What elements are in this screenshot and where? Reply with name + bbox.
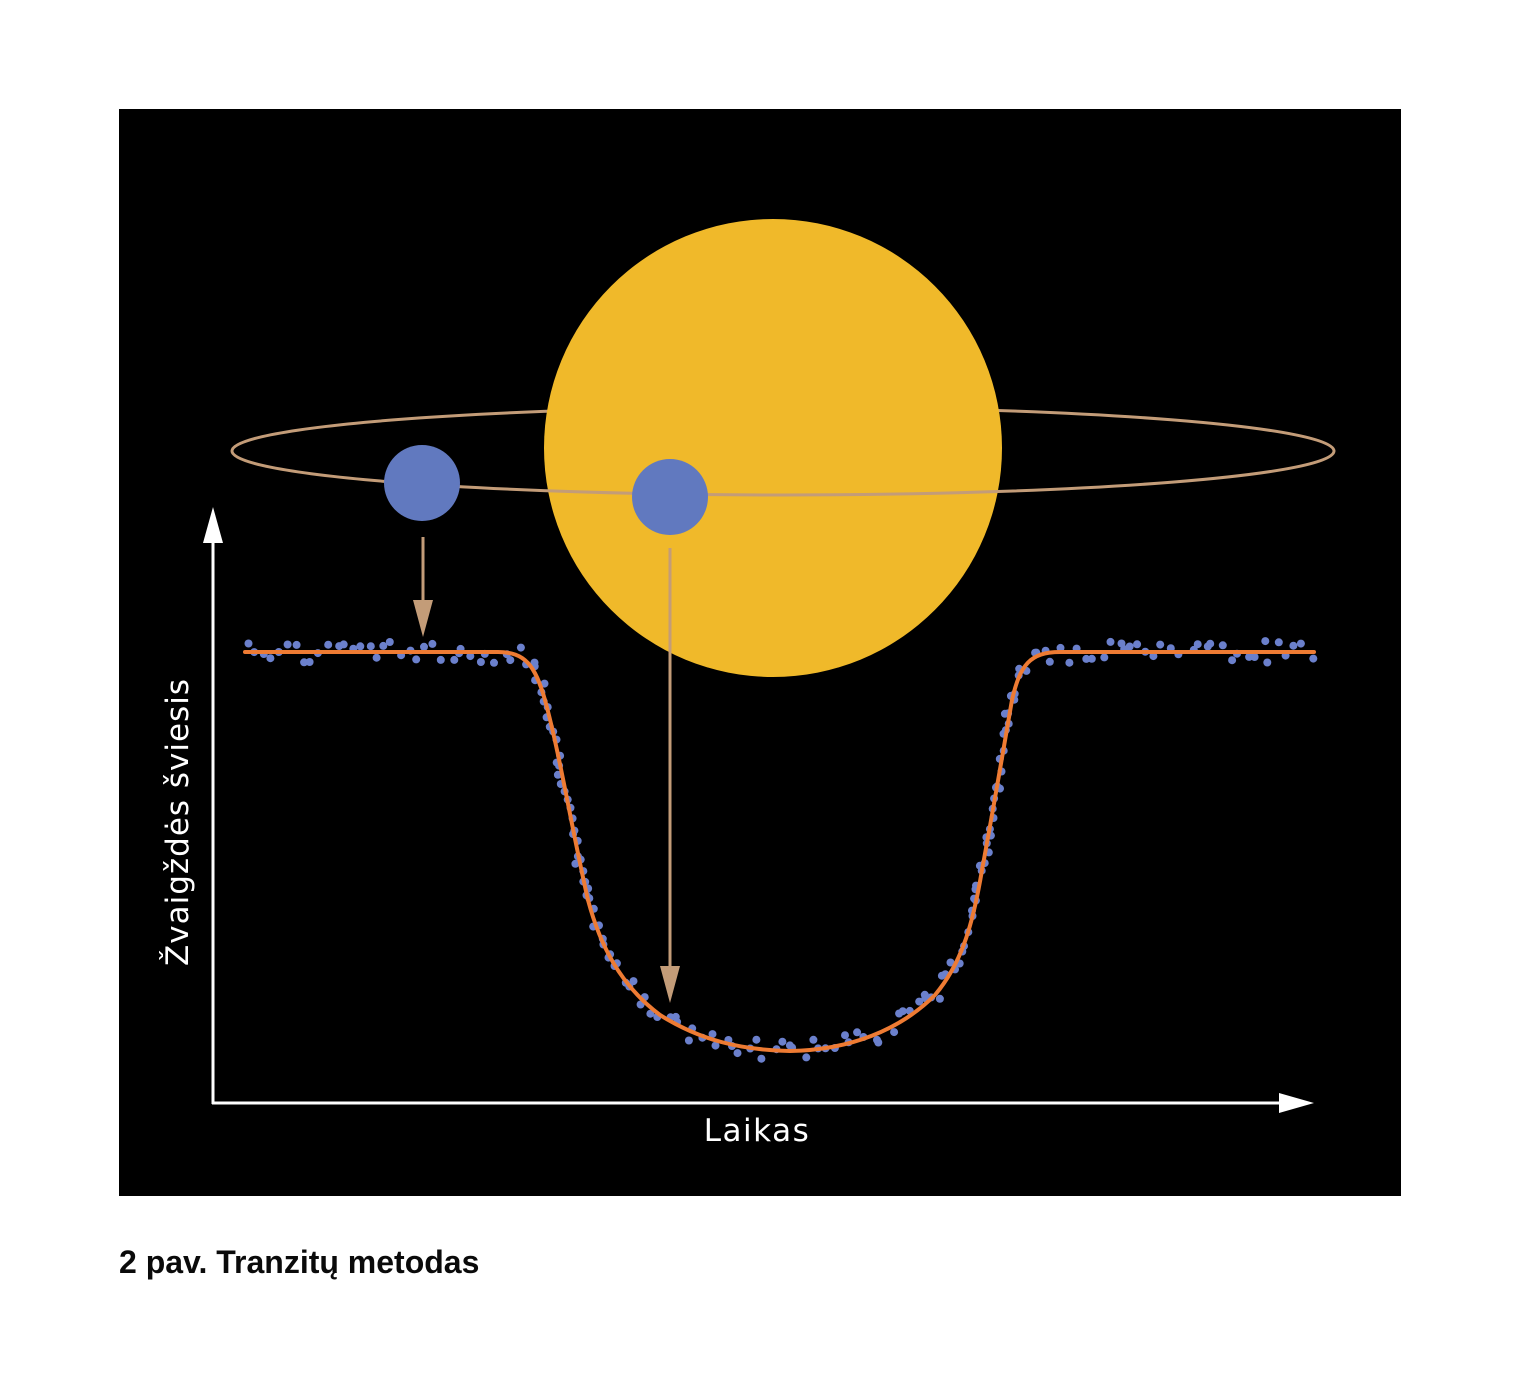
data-point bbox=[684, 1036, 693, 1045]
data-point bbox=[1045, 657, 1054, 666]
data-point bbox=[1100, 653, 1109, 662]
data-point bbox=[1065, 658, 1074, 667]
data-point bbox=[1274, 638, 1283, 647]
y-axis-label: Žvaigždės šviesis bbox=[160, 678, 196, 966]
data-point bbox=[516, 643, 525, 652]
data-point bbox=[305, 658, 314, 666]
data-point bbox=[935, 994, 944, 1003]
data-point bbox=[266, 654, 275, 663]
data-point bbox=[366, 642, 375, 651]
data-point bbox=[757, 1054, 766, 1063]
data-point bbox=[420, 642, 428, 651]
y-axis bbox=[203, 507, 223, 1104]
data-point bbox=[802, 1053, 811, 1062]
star bbox=[544, 219, 1002, 677]
arrow-minimum-icon bbox=[660, 548, 680, 1003]
orbit-front bbox=[230, 451, 1336, 497]
data-point bbox=[1149, 652, 1158, 661]
data-point bbox=[339, 640, 348, 649]
observation-points bbox=[244, 637, 1318, 1063]
data-point bbox=[436, 655, 445, 664]
data-point bbox=[1125, 642, 1134, 651]
data-point bbox=[1056, 643, 1065, 652]
x-axis bbox=[212, 1093, 1314, 1113]
data-point bbox=[379, 641, 388, 650]
data-point bbox=[466, 652, 475, 661]
data-point bbox=[385, 638, 394, 646]
data-point bbox=[540, 679, 549, 688]
data-point bbox=[356, 642, 365, 651]
data-point bbox=[778, 1037, 787, 1046]
data-point bbox=[711, 1041, 720, 1050]
data-point bbox=[752, 1035, 761, 1044]
data-point bbox=[1206, 639, 1215, 648]
data-point bbox=[646, 1009, 655, 1018]
arrow-baseline-icon bbox=[413, 537, 433, 637]
data-point bbox=[890, 1028, 899, 1037]
data-point bbox=[1106, 637, 1115, 646]
data-point bbox=[450, 655, 459, 664]
data-point bbox=[412, 655, 421, 664]
data-point bbox=[1309, 654, 1318, 663]
planet-outside-transit bbox=[384, 445, 460, 521]
data-point bbox=[1296, 639, 1305, 648]
data-point bbox=[873, 1035, 881, 1044]
data-point bbox=[1156, 640, 1165, 649]
data-point bbox=[1263, 658, 1272, 667]
data-point bbox=[372, 653, 381, 662]
data-point bbox=[1087, 654, 1096, 663]
fit-curve bbox=[243, 650, 1316, 1054]
data-point bbox=[629, 977, 638, 986]
data-point bbox=[1218, 641, 1227, 650]
data-point bbox=[428, 639, 437, 648]
data-point bbox=[915, 997, 924, 1006]
data-point bbox=[946, 958, 955, 967]
data-point bbox=[292, 640, 301, 649]
planet-in-transit bbox=[632, 459, 708, 535]
data-point bbox=[898, 1007, 907, 1016]
data-point bbox=[490, 658, 498, 667]
data-point bbox=[1133, 640, 1142, 649]
data-point bbox=[244, 639, 253, 648]
data-point bbox=[324, 640, 333, 649]
data-point bbox=[1261, 637, 1270, 646]
x-axis-label: Laikas bbox=[703, 1113, 811, 1149]
data-point bbox=[1289, 641, 1298, 650]
data-point bbox=[1228, 656, 1237, 665]
data-point bbox=[733, 1049, 742, 1058]
data-point bbox=[841, 1031, 849, 1040]
data-point bbox=[283, 640, 292, 649]
data-point bbox=[671, 1012, 680, 1021]
data-point bbox=[708, 1030, 717, 1039]
data-point bbox=[1250, 653, 1259, 661]
data-point bbox=[853, 1028, 862, 1037]
data-point bbox=[506, 656, 515, 665]
data-point bbox=[476, 658, 485, 666]
figure-caption: 2 pav. Tranzitų metodas bbox=[119, 1244, 480, 1280]
data-point bbox=[809, 1035, 818, 1044]
data-point bbox=[1193, 640, 1202, 649]
